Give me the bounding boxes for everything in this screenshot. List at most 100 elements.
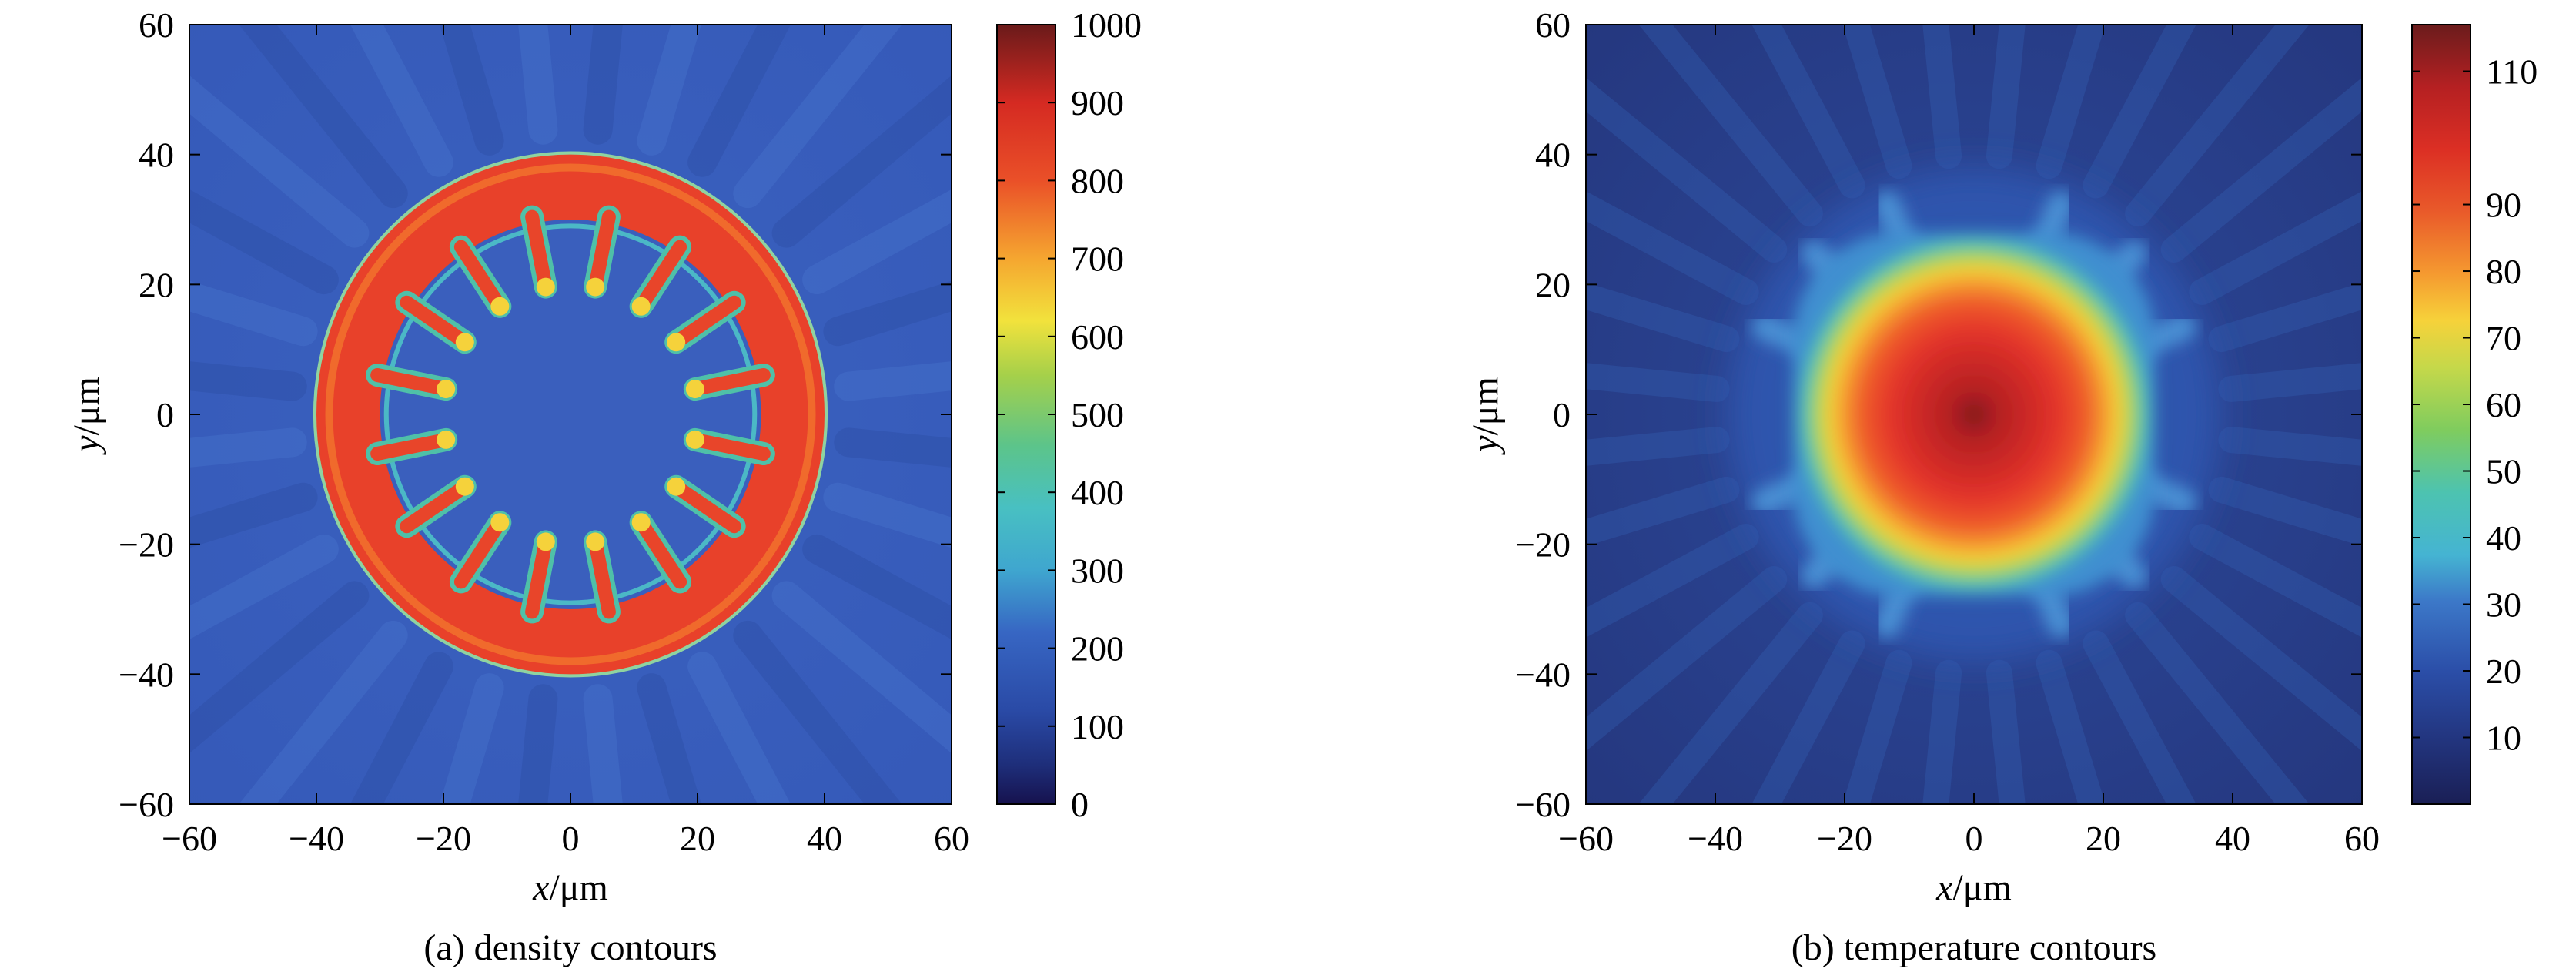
x-tick-label: 60 <box>2344 819 2380 858</box>
colorbar-tick-label: 60 <box>2486 385 2521 424</box>
streak <box>1922 659 1962 804</box>
streak <box>583 684 623 804</box>
density-shell <box>313 151 828 678</box>
streak <box>2218 427 2362 466</box>
streak <box>1986 25 2026 169</box>
streak <box>823 482 952 548</box>
x-tick-label: 40 <box>2215 819 2250 858</box>
x-tick-label: 0 <box>562 819 580 858</box>
y-axis-label: y/μm <box>66 377 107 456</box>
finger <box>370 432 453 461</box>
streak <box>1586 566 1788 752</box>
finger-tip <box>437 380 456 399</box>
finger <box>370 367 453 397</box>
streak <box>2208 476 2362 547</box>
colorbar-tick-label: 0 <box>1071 785 1089 824</box>
streak <box>440 673 504 804</box>
streak <box>802 534 952 640</box>
streak <box>440 25 504 156</box>
streak <box>2189 524 2362 638</box>
streak <box>189 581 370 754</box>
colorbar-tick-label: 90 <box>2486 186 2521 225</box>
finger <box>400 295 472 350</box>
temperature-heatmap <box>1586 25 2362 804</box>
streak <box>189 280 318 347</box>
streak <box>189 361 307 401</box>
finger <box>453 515 507 589</box>
colorbar-tick-label: 110 <box>2486 52 2538 92</box>
x-tick-label: 20 <box>2086 819 2121 858</box>
y-tick-label: 0 <box>156 395 174 434</box>
colorbar-tick-label: 700 <box>1071 240 1124 279</box>
streak <box>1586 77 1788 263</box>
x-tick-label: 40 <box>807 819 842 858</box>
colorbar-tick-label: 20 <box>2486 652 2521 691</box>
x-tick-label: −20 <box>1817 819 1872 858</box>
finger-tip <box>437 430 456 449</box>
colorbar-tick-label: 80 <box>2486 252 2521 291</box>
streak <box>189 482 318 548</box>
finger <box>634 240 687 313</box>
y-tick-label: 20 <box>139 265 174 304</box>
finger <box>634 515 687 589</box>
y-tick-label: −20 <box>119 525 174 565</box>
y-tick-label: −60 <box>119 785 174 824</box>
streak <box>2125 602 2310 804</box>
streak <box>2125 25 2310 227</box>
x-tick-label: 60 <box>934 819 969 858</box>
temperature-background-streaks <box>1586 25 2362 804</box>
streak <box>1751 25 1865 199</box>
streak <box>1922 25 1962 169</box>
shell-interior <box>380 220 761 609</box>
colorbar <box>996 24 1056 805</box>
streak <box>1842 25 1912 179</box>
streak <box>189 75 370 248</box>
y-tick-label: 40 <box>139 136 174 175</box>
colorbar-ticks: 110 90 80 70 60 50 40 30 20 10 <box>2412 52 2538 758</box>
streak <box>1638 25 1823 227</box>
streak <box>2218 363 2362 402</box>
streak <box>1842 649 1912 804</box>
x-tick-label: 0 <box>1965 819 1983 858</box>
streak <box>1586 363 1730 402</box>
y-tick-label: −20 <box>1515 525 1571 565</box>
streak <box>687 652 791 804</box>
colorbar-tick-label: 40 <box>2486 518 2521 558</box>
density-contour-panel: −60 −40 −20 0 20 40 60 60 40 20 0 −20 −40 −60 1000 900… <box>66 5 1142 968</box>
colorbar <box>2411 24 2471 805</box>
x-tick-label: −60 <box>162 819 217 858</box>
finger-tip <box>631 513 651 532</box>
finger-tip <box>455 333 474 352</box>
streak <box>1586 476 1740 547</box>
finger <box>400 479 472 534</box>
finger <box>588 209 616 294</box>
streak <box>1586 427 1730 466</box>
finger-tip <box>631 297 651 316</box>
colorbar-tick-label: 10 <box>2486 719 2521 758</box>
streak <box>189 427 307 468</box>
streak <box>637 25 701 156</box>
colorbar-tick-label: 400 <box>1071 473 1124 512</box>
hot-core <box>1792 232 2156 597</box>
finger-tip <box>490 513 510 532</box>
streak <box>350 652 453 804</box>
colorbar-tick-label: 70 <box>2486 319 2521 358</box>
finger <box>525 209 553 294</box>
colorbar-tick-label: 500 <box>1071 395 1124 434</box>
streak <box>189 534 339 640</box>
colorbar-tick-label: 100 <box>1071 707 1124 746</box>
streak <box>834 427 952 468</box>
x-tick-label: −40 <box>1688 819 1743 858</box>
streak <box>1986 659 2026 804</box>
finger-tip <box>586 277 605 297</box>
colorbar-tick-label: 600 <box>1071 317 1124 357</box>
y-tick-label: −40 <box>119 655 174 694</box>
streak <box>2036 25 2106 179</box>
finger <box>525 535 553 619</box>
streak <box>1586 524 1759 638</box>
colorbar-tick-label: 30 <box>2486 585 2521 625</box>
axis-ticks: −60 −40 −20 0 20 40 60 60 40 20 0 −20 −40 −60 <box>119 5 969 858</box>
finger-tip <box>685 430 704 449</box>
colorbar-tick-label: 50 <box>2486 452 2521 491</box>
